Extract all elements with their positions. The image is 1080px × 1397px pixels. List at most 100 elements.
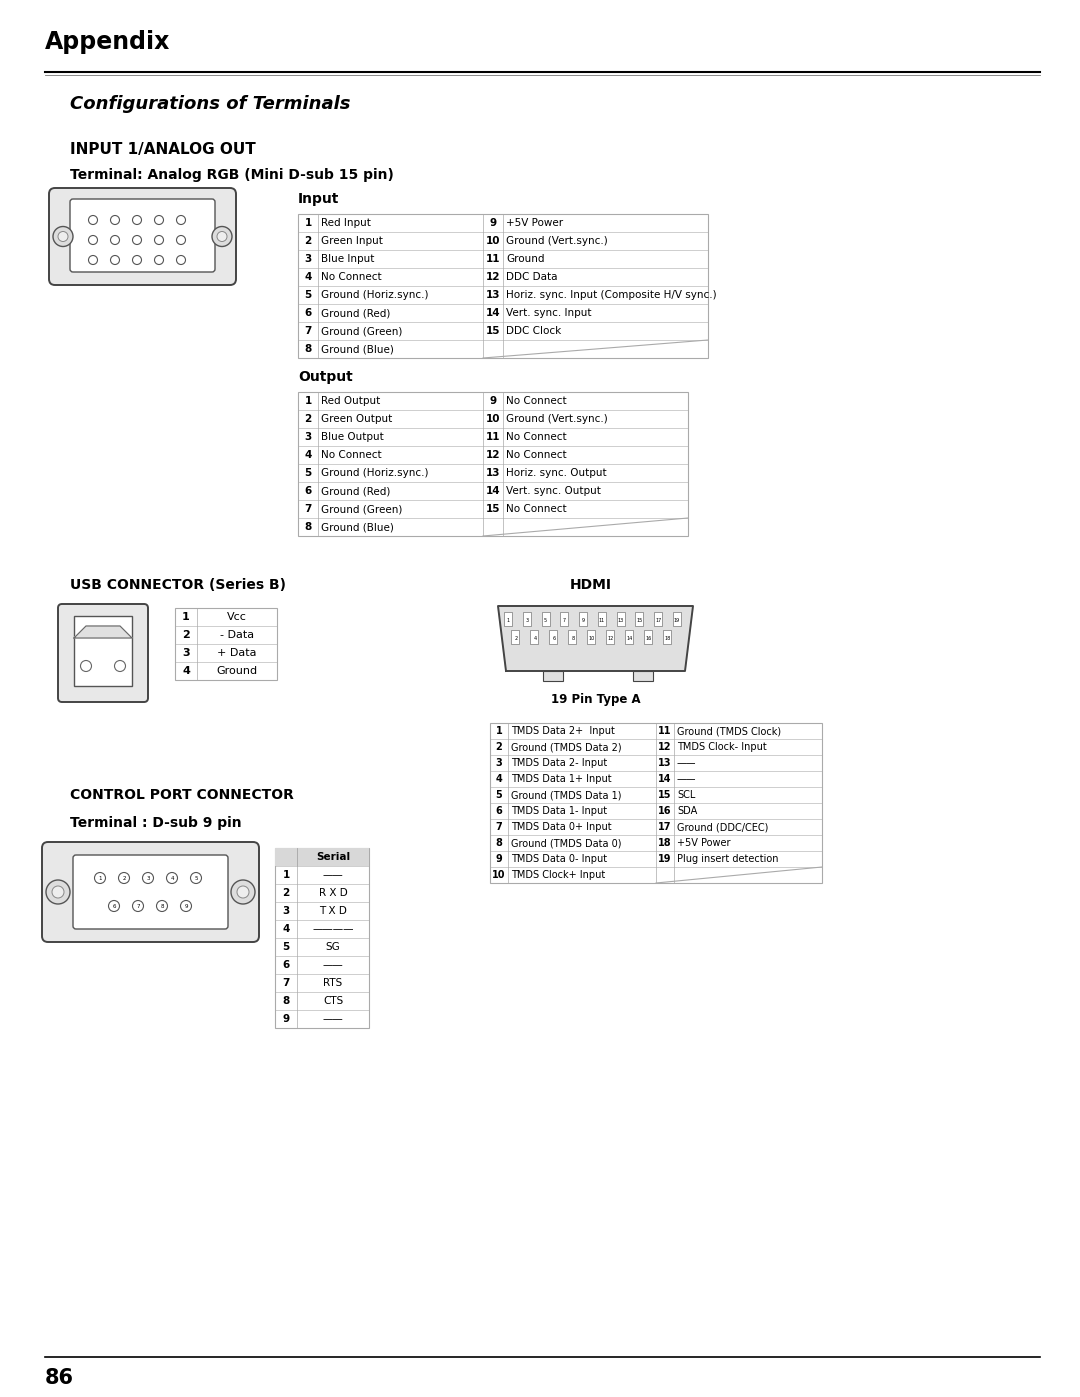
Text: ——: ——	[677, 759, 697, 768]
Circle shape	[133, 256, 141, 264]
Text: HDMI: HDMI	[570, 578, 612, 592]
Text: 16: 16	[646, 636, 652, 640]
Text: 2: 2	[305, 414, 312, 425]
Text: SG: SG	[326, 942, 340, 951]
Circle shape	[143, 873, 153, 883]
Text: 15: 15	[486, 504, 500, 514]
Circle shape	[110, 236, 120, 244]
Text: TMDS Data 2- Input: TMDS Data 2- Input	[511, 759, 607, 768]
Text: 4: 4	[171, 876, 174, 880]
Text: Ground (Vert.sync.): Ground (Vert.sync.)	[507, 414, 608, 425]
Circle shape	[217, 232, 227, 242]
Bar	[673, 612, 681, 626]
Text: Red Output: Red Output	[321, 395, 380, 407]
Text: 17: 17	[656, 617, 661, 623]
Text: 1: 1	[496, 726, 502, 736]
Text: Serial: Serial	[316, 852, 350, 862]
Circle shape	[46, 880, 70, 904]
Bar	[298, 393, 688, 536]
Text: 4: 4	[305, 272, 312, 282]
Text: No Connect: No Connect	[321, 450, 381, 460]
Text: Ground (Blue): Ground (Blue)	[321, 522, 394, 532]
Text: Terminal: Analog RGB (Mini D-sub 15 pin): Terminal: Analog RGB (Mini D-sub 15 pin)	[70, 168, 394, 182]
Text: 18: 18	[665, 636, 672, 640]
Circle shape	[176, 215, 186, 225]
Text: Red Input: Red Input	[321, 218, 370, 228]
Text: 7: 7	[563, 617, 566, 623]
Text: 6: 6	[305, 486, 312, 496]
Text: 12: 12	[486, 272, 500, 282]
Circle shape	[190, 873, 202, 883]
Text: 2: 2	[496, 742, 502, 752]
Text: 3: 3	[305, 254, 312, 264]
Text: 4: 4	[305, 450, 312, 460]
Text: Blue Output: Blue Output	[321, 432, 383, 441]
Text: 2: 2	[122, 876, 125, 880]
Bar	[625, 630, 633, 644]
Bar	[523, 612, 530, 626]
Text: 13: 13	[486, 291, 500, 300]
Circle shape	[154, 256, 163, 264]
Text: TMDS Data 0- Input: TMDS Data 0- Input	[511, 854, 607, 863]
Text: 1: 1	[305, 218, 312, 228]
Text: Appendix: Appendix	[45, 29, 171, 54]
Text: Ground (TMDS Data 0): Ground (TMDS Data 0)	[511, 838, 621, 848]
Text: 3: 3	[146, 876, 150, 880]
Text: Configurations of Terminals: Configurations of Terminals	[70, 95, 351, 113]
Text: Green Input: Green Input	[321, 236, 383, 246]
Text: Plug insert detection: Plug insert detection	[677, 854, 779, 863]
Text: 6: 6	[305, 307, 312, 319]
Text: DDC Clock: DDC Clock	[507, 326, 562, 337]
Circle shape	[114, 661, 125, 672]
Text: Input: Input	[298, 191, 339, 205]
Text: 2: 2	[514, 636, 517, 640]
Text: T X D: T X D	[319, 907, 347, 916]
Text: - Data: - Data	[220, 630, 254, 640]
Text: SDA: SDA	[677, 806, 698, 816]
Text: Ground (Blue): Ground (Blue)	[321, 344, 394, 353]
Text: 1: 1	[305, 395, 312, 407]
Bar	[511, 630, 519, 644]
Circle shape	[212, 226, 232, 246]
Bar	[543, 671, 563, 680]
Text: 9: 9	[185, 904, 188, 908]
Text: 8: 8	[305, 522, 312, 532]
Circle shape	[133, 215, 141, 225]
Text: 9: 9	[283, 1014, 289, 1024]
Text: 19: 19	[658, 854, 672, 863]
Text: 11: 11	[486, 254, 500, 264]
Text: R X D: R X D	[319, 888, 348, 898]
Circle shape	[176, 256, 186, 264]
Text: 18: 18	[658, 838, 672, 848]
Bar	[588, 630, 595, 644]
Text: 15: 15	[486, 326, 500, 337]
Bar	[298, 214, 708, 358]
Text: 9: 9	[582, 617, 584, 623]
Text: 14: 14	[627, 636, 633, 640]
Text: Ground (DDC/CEC): Ground (DDC/CEC)	[677, 821, 768, 833]
Text: No Connect: No Connect	[507, 432, 567, 441]
Circle shape	[154, 215, 163, 225]
Text: 6: 6	[553, 636, 555, 640]
Text: 1: 1	[183, 612, 190, 622]
Circle shape	[81, 661, 92, 672]
Text: 15: 15	[658, 789, 672, 800]
Text: 14: 14	[486, 486, 500, 496]
Bar	[617, 612, 624, 626]
Bar	[561, 612, 568, 626]
Text: TMDS Data 0+ Input: TMDS Data 0+ Input	[511, 821, 611, 833]
Circle shape	[237, 886, 249, 898]
Text: TMDS Clock+ Input: TMDS Clock+ Input	[511, 870, 605, 880]
Text: Vert. sync. Output: Vert. sync. Output	[507, 486, 600, 496]
Text: Green Output: Green Output	[321, 414, 392, 425]
Text: Ground (TMDS Data 2): Ground (TMDS Data 2)	[511, 742, 622, 752]
Text: 7: 7	[305, 326, 312, 337]
Circle shape	[52, 886, 64, 898]
Text: 5: 5	[544, 617, 548, 623]
Circle shape	[95, 873, 106, 883]
Text: 1: 1	[507, 617, 510, 623]
Circle shape	[157, 901, 167, 911]
Bar	[579, 612, 588, 626]
Text: Ground (Horiz.sync.): Ground (Horiz.sync.)	[321, 468, 429, 478]
Text: 1: 1	[282, 870, 289, 880]
